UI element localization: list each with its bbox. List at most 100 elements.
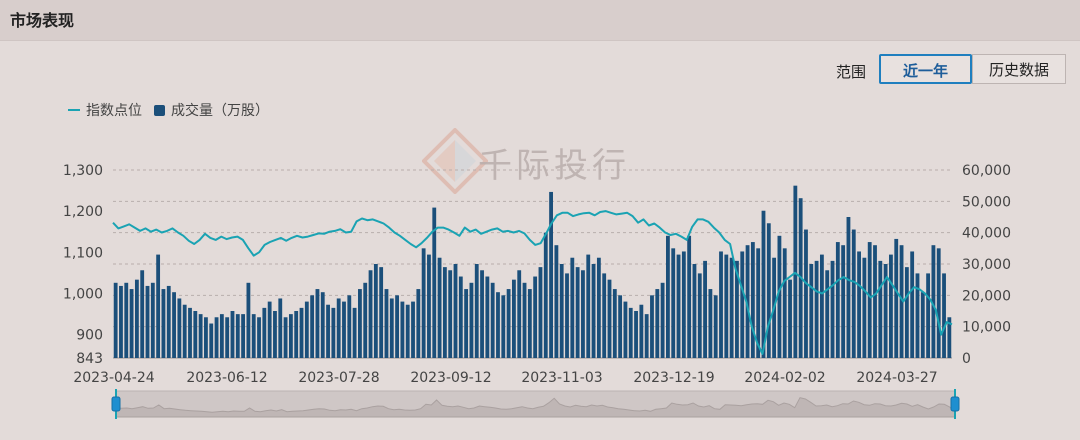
volume-bar[interactable] xyxy=(427,254,431,358)
volume-bar[interactable] xyxy=(188,307,192,358)
volume-bar[interactable] xyxy=(830,260,835,358)
volume-bar[interactable] xyxy=(421,248,426,358)
volume-bar[interactable] xyxy=(894,238,899,358)
volume-bar[interactable] xyxy=(639,304,644,358)
navigator-left-handle[interactable] xyxy=(111,396,121,412)
volume-bar[interactable] xyxy=(936,248,941,358)
volume-bar[interactable] xyxy=(150,282,155,358)
volume-bar[interactable] xyxy=(883,264,888,358)
volume-bar[interactable] xyxy=(644,314,649,358)
volume-bar[interactable] xyxy=(692,264,697,358)
volume-bar[interactable] xyxy=(804,229,808,358)
volume-bar[interactable] xyxy=(267,301,272,358)
volume-bar[interactable] xyxy=(411,301,415,358)
volume-bar[interactable] xyxy=(485,276,490,358)
volume-bar[interactable] xyxy=(379,267,384,358)
volume-bar[interactable] xyxy=(299,307,304,358)
volume-bar[interactable] xyxy=(336,298,341,358)
volume-bar[interactable] xyxy=(453,264,458,358)
volume-bar[interactable] xyxy=(687,235,692,358)
volume-bar[interactable] xyxy=(565,273,569,358)
volume-bar[interactable] xyxy=(697,273,702,358)
volume-bar[interactable] xyxy=(384,289,389,358)
navigator-right-handle[interactable] xyxy=(950,396,960,412)
volume-bar[interactable] xyxy=(931,245,936,358)
volume-bar[interactable] xyxy=(283,317,288,358)
volume-bar[interactable] xyxy=(729,257,734,358)
volume-bar[interactable] xyxy=(570,257,575,358)
volume-bar[interactable] xyxy=(331,307,336,358)
volume-bar[interactable] xyxy=(458,276,463,358)
volume-bar[interactable] xyxy=(538,267,543,358)
volume-bar[interactable] xyxy=(575,267,580,358)
volume-bar[interactable] xyxy=(517,270,522,358)
volume-bar[interactable] xyxy=(416,289,421,358)
volume-bar[interactable] xyxy=(230,311,235,358)
volume-bar[interactable] xyxy=(634,311,638,358)
volume-bar[interactable] xyxy=(581,270,585,358)
volume-bar[interactable] xyxy=(347,295,352,358)
volume-bar[interactable] xyxy=(618,295,623,358)
volume-bar[interactable] xyxy=(480,270,484,358)
volume-bar[interactable] xyxy=(257,317,261,358)
volume-bar[interactable] xyxy=(368,270,373,358)
volume-bar[interactable] xyxy=(650,295,654,358)
volume-bar[interactable] xyxy=(204,317,208,358)
volume-bar[interactable] xyxy=(862,257,867,358)
volume-bar[interactable] xyxy=(660,282,665,358)
volume-bar[interactable] xyxy=(219,314,224,358)
volume-bar[interactable] xyxy=(469,282,474,358)
volume-bar[interactable] xyxy=(262,307,267,358)
volume-bar[interactable] xyxy=(750,242,755,358)
volume-bar[interactable] xyxy=(623,301,628,358)
volume-bar[interactable] xyxy=(719,251,723,358)
volume-bar[interactable] xyxy=(713,295,718,358)
volume-bar[interactable] xyxy=(612,289,617,358)
volume-bar[interactable] xyxy=(740,251,745,358)
volume-bar[interactable] xyxy=(225,317,230,358)
volume-bar[interactable] xyxy=(198,314,203,358)
chart-legend[interactable]: 指数点位 成交量（万股） xyxy=(68,100,269,120)
volume-bar[interactable] xyxy=(134,279,139,358)
volume-bar[interactable] xyxy=(591,264,596,358)
volume-bar[interactable] xyxy=(389,298,394,358)
range-one-year-button[interactable]: 近一年 xyxy=(879,54,972,84)
volume-bar[interactable] xyxy=(304,301,309,358)
volume-bar[interactable] xyxy=(124,282,129,358)
range-history-button[interactable]: 历史数据 xyxy=(972,54,1066,84)
volume-bar[interactable] xyxy=(681,251,686,358)
volume-bar[interactable] xyxy=(766,223,771,358)
volume-bar[interactable] xyxy=(129,289,134,358)
volume-bar[interactable] xyxy=(926,273,931,358)
volume-bar[interactable] xyxy=(235,314,240,358)
volume-bar[interactable] xyxy=(474,264,479,358)
volume-bar[interactable] xyxy=(506,289,511,358)
volume-bar[interactable] xyxy=(182,304,187,358)
volume-bar[interactable] xyxy=(373,264,378,358)
volume-bar[interactable] xyxy=(342,301,346,358)
volume-bar[interactable] xyxy=(761,210,766,358)
volume-bar[interactable] xyxy=(251,314,256,358)
volume-bar[interactable] xyxy=(273,311,277,358)
volume-bar[interactable] xyxy=(724,254,729,358)
volume-bar[interactable] xyxy=(358,289,362,358)
volume-bar[interactable] xyxy=(113,282,118,358)
volume-bar[interactable] xyxy=(835,242,840,358)
volume-bar[interactable] xyxy=(352,307,357,358)
volume-bar[interactable] xyxy=(878,260,883,358)
volume-bar[interactable] xyxy=(278,298,283,358)
volume-bar[interactable] xyxy=(777,235,782,358)
volume-bar[interactable] xyxy=(209,323,214,358)
volume-bar[interactable] xyxy=(904,267,909,358)
volume-bar[interactable] xyxy=(703,260,707,358)
volume-bar[interactable] xyxy=(156,254,161,358)
index-line[interactable] xyxy=(112,210,953,355)
volume-bar[interactable] xyxy=(873,245,877,358)
volume-bar[interactable] xyxy=(177,298,182,358)
volume-bar[interactable] xyxy=(947,317,952,358)
volume-bar[interactable] xyxy=(628,307,633,358)
volume-bar[interactable] xyxy=(320,292,325,358)
legend-bar-label[interactable]: 成交量（万股） xyxy=(171,103,269,119)
volume-bar[interactable] xyxy=(496,292,500,358)
volume-bar[interactable] xyxy=(857,251,861,358)
